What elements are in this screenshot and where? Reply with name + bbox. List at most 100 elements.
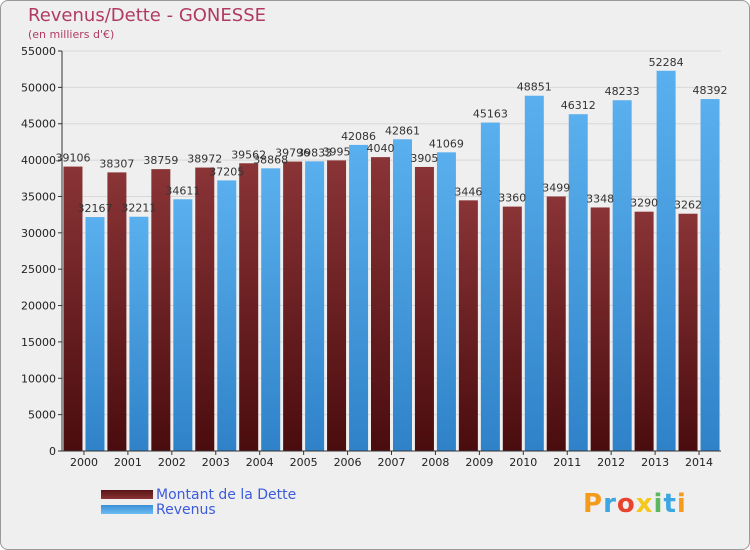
bar-debt [107, 172, 127, 452]
data-label-revenue: 32211 [121, 202, 156, 215]
data-label-debt: 3499 [542, 181, 570, 194]
x-tick-label: 2007 [378, 456, 406, 469]
logo-letter: i [653, 489, 664, 519]
data-label-revenue: 42086 [341, 130, 376, 143]
y-tick-label: 15000 [21, 336, 56, 349]
y-tick-label: 10000 [21, 372, 56, 385]
x-tick-label: 2009 [465, 456, 493, 469]
bar-revenue [436, 152, 456, 452]
bar-debt [239, 163, 259, 451]
logo-letter: P [583, 489, 604, 519]
legend-label-debt: Montant de la Dette [156, 486, 297, 503]
x-tick-label: 2008 [421, 456, 449, 469]
logo-letter: x [635, 489, 654, 519]
axes: 0 5000 10000 15000 20000 25000 30000 35000 40000… [21, 45, 721, 469]
bar-revenue [393, 139, 412, 451]
x-tick-label: 2006 [334, 456, 362, 469]
bar-revenue [129, 216, 149, 451]
data-labels: 39106 32167 38307 32211 38759 34611 3897237205… [55, 56, 727, 215]
legend-item-debt: Montant de la Dette [101, 486, 297, 503]
data-label-debt: 3995 [323, 145, 351, 158]
data-label-debt: 3348 [586, 192, 614, 205]
bar-debt [371, 157, 390, 451]
bar-revenue [612, 100, 632, 452]
bar-debt [634, 211, 654, 451]
grid-lines [62, 50, 721, 416]
logo-letter: i [676, 489, 687, 519]
data-label-revenue: 48233 [605, 85, 640, 98]
data-label-revenue: 52284 [649, 56, 684, 69]
data-label-revenue: 42861 [385, 124, 420, 137]
data-label-debt: 3262 [674, 199, 702, 212]
data-label-revenue: 48851 [517, 81, 552, 94]
data-label-revenue: 39833 [297, 146, 332, 159]
y-tick-label: 55000 [21, 45, 56, 58]
chart-title: Revenus/Dette - GONESSE [28, 5, 266, 26]
legend-item-revenue: Revenus [101, 502, 296, 518]
x-tick-label: 2002 [158, 456, 186, 469]
bar-debt [195, 167, 215, 452]
bar-revenue [173, 199, 193, 451]
data-label-debt: 3446 [454, 185, 482, 198]
logo-letter: t [663, 489, 677, 519]
x-tick-label: 2000 [70, 456, 98, 469]
data-label-debt: 3905 [410, 152, 438, 165]
bar-debt [678, 213, 698, 451]
data-label-revenue: 41069 [429, 137, 464, 150]
data-label-debt: 38759 [143, 154, 178, 167]
logo-letter: r [603, 489, 617, 519]
logo-letter: o [616, 489, 636, 519]
bar-debt [283, 161, 303, 452]
legend: Montant de la Dette Revenus [101, 486, 297, 518]
chart-subtitle: (en milliers d'€) [28, 28, 115, 41]
x-tick-label: 2011 [553, 456, 581, 469]
bar-revenue [524, 95, 544, 451]
bar-revenue [480, 122, 500, 452]
bar-debt [327, 160, 347, 452]
x-tick-label: 2012 [597, 456, 625, 469]
y-tick-label: 5000 [28, 409, 56, 422]
y-tick-label: 30000 [21, 227, 56, 240]
data-label-debt: 4040 [367, 142, 395, 155]
y-tick-label: 50000 [21, 81, 56, 94]
bar-revenue [85, 217, 105, 451]
x-tick-label: 2014 [685, 456, 713, 469]
proxiti-logo: Proxiti [583, 489, 687, 519]
data-label-revenue: 45163 [473, 108, 508, 121]
legend-swatch-revenue [101, 505, 153, 514]
x-tick-label: 2004 [246, 456, 274, 469]
data-label-debt: 38972 [187, 153, 222, 166]
y-tick-label: 45000 [21, 118, 56, 131]
bar-debt [414, 166, 434, 451]
y-tick-label: 0 [49, 445, 56, 458]
data-label-debt: 39106 [55, 152, 90, 165]
data-label-debt: 39796 [275, 147, 310, 160]
bar-debt [502, 206, 522, 451]
data-label-debt: 38307 [99, 157, 134, 170]
bar-revenue [305, 161, 325, 451]
data-label-revenue: 38868 [253, 153, 288, 166]
y-tick-label: 25000 [21, 263, 56, 276]
x-tick-label: 2005 [290, 456, 318, 469]
data-label-revenue: 34611 [165, 184, 200, 197]
x-tick-label: 2010 [509, 456, 537, 469]
data-label-revenue: 37205 [209, 165, 244, 178]
data-label-revenue: 32167 [77, 202, 112, 215]
bar-debt [546, 196, 566, 451]
x-tick-label: 2013 [641, 456, 669, 469]
bars [63, 70, 720, 452]
bar-chart: 39106 32167 38307 32211 38759 34611 3897237205… [21, 45, 728, 469]
y-tick-label: 35000 [21, 190, 56, 203]
bar-revenue [261, 168, 281, 451]
data-label-debt: 39562 [231, 148, 266, 161]
x-tick-label: 2003 [202, 456, 230, 469]
data-label-revenue: 48392 [693, 84, 728, 97]
y-tick-label: 20000 [21, 300, 56, 313]
data-label-debt: 3360 [498, 192, 526, 205]
bar-revenue [217, 180, 237, 451]
data-label-debt: 3290 [630, 197, 658, 210]
y-tick-label: 40000 [21, 154, 56, 167]
bar-revenue [656, 70, 676, 452]
bar-debt [63, 166, 83, 452]
